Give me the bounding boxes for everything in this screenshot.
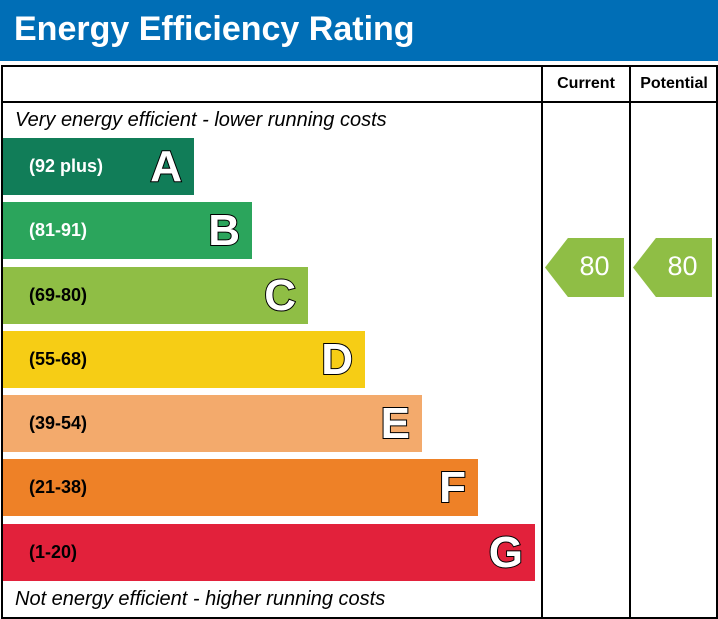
- band-range: (1-20): [29, 542, 78, 562]
- header: Energy Efficiency Rating: [0, 0, 718, 61]
- band-a: (92 plus) A: [3, 138, 194, 195]
- band-range: (92 plus): [29, 156, 104, 176]
- potential-column-header: Potential: [640, 75, 708, 92]
- band-d: (55-68) D: [3, 331, 365, 388]
- band-range: (39-54): [29, 413, 88, 433]
- band-letter: D: [320, 334, 354, 385]
- band-letter: A: [149, 141, 183, 192]
- column-divider: [541, 65, 543, 619]
- current-rating-value: 80: [579, 251, 610, 281]
- potential-rating-arrow: 80: [633, 238, 712, 297]
- potential-rating-value: 80: [667, 251, 698, 281]
- page-title: Energy Efficiency Rating: [14, 10, 415, 48]
- band-g: (1-20) G: [3, 524, 535, 581]
- bottom-note: Not energy efficient - higher running co…: [15, 588, 386, 610]
- header-divider: [1, 101, 718, 103]
- band-f: (21-38) F: [3, 459, 478, 516]
- band-range: (21-38): [29, 477, 88, 497]
- band-letter: B: [207, 205, 241, 256]
- band-range: (69-80): [29, 285, 88, 305]
- band-e: (39-54) E: [3, 395, 422, 452]
- band-letter: E: [380, 398, 411, 449]
- band-b: (81-91) B: [3, 202, 252, 259]
- band-range: (81-91): [29, 220, 88, 240]
- current-column-header: Current: [557, 75, 615, 92]
- band-range: (55-68): [29, 349, 88, 369]
- column-divider: [629, 65, 631, 619]
- band-letter: F: [438, 462, 467, 513]
- top-note: Very energy efficient - lower running co…: [15, 109, 387, 131]
- rating-table: [1, 65, 718, 619]
- band-letter: C: [263, 270, 297, 321]
- band-letter: G: [488, 527, 524, 578]
- band-c: (69-80) C: [3, 267, 308, 324]
